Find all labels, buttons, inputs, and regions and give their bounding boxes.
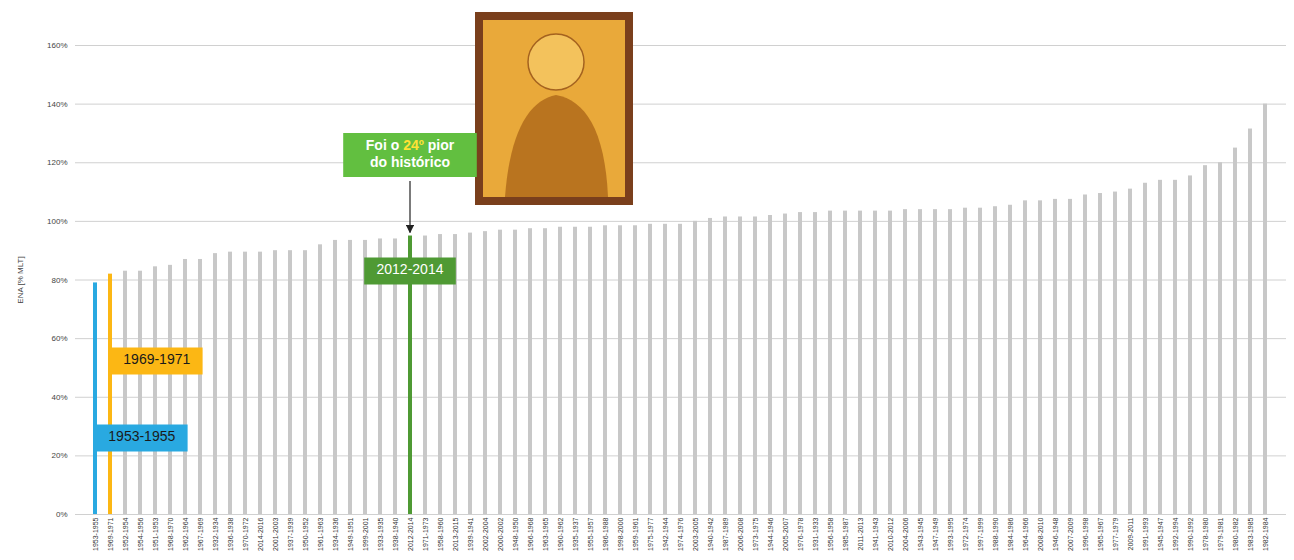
svg-text:1971-1973: 1971-1973 [422, 517, 429, 551]
svg-text:1940-1942: 1940-1942 [707, 517, 714, 551]
svg-text:1933-1935: 1933-1935 [377, 517, 384, 551]
svg-text:1963-1965: 1963-1965 [542, 517, 549, 551]
svg-text:2005-2007: 2005-2007 [782, 517, 789, 551]
svg-text:1943-1945: 1943-1945 [917, 517, 924, 551]
svg-text:1970-1972: 1970-1972 [242, 517, 249, 551]
svg-text:1958-1960: 1958-1960 [437, 517, 444, 551]
svg-text:1986-1988: 1986-1988 [602, 517, 609, 551]
svg-text:1956-1958: 1956-1958 [827, 517, 834, 551]
svg-text:20%: 20% [51, 451, 67, 460]
svg-text:1936-1938: 1936-1938 [227, 517, 234, 551]
svg-text:2009-2011: 2009-2011 [1127, 517, 1134, 550]
svg-text:1990-1992: 1990-1992 [1187, 517, 1194, 551]
svg-text:1984-1986: 1984-1986 [1007, 517, 1014, 551]
svg-text:1968-1970: 1968-1970 [167, 517, 174, 551]
svg-text:1947-1949: 1947-1949 [932, 517, 939, 551]
svg-text:2001-2003: 2001-2003 [272, 517, 279, 551]
svg-text:1955-1957: 1955-1957 [587, 517, 594, 551]
svg-text:1937-1939: 1937-1939 [287, 517, 294, 551]
svg-text:80%: 80% [51, 276, 67, 285]
svg-text:1974-1976: 1974-1976 [677, 517, 684, 551]
svg-text:140%: 140% [47, 100, 67, 109]
svg-text:1992-1994: 1992-1994 [1172, 517, 1179, 551]
svg-text:2012-2014: 2012-2014 [377, 261, 444, 277]
svg-text:0%: 0% [56, 510, 68, 519]
svg-text:1980-1982: 1980-1982 [1232, 517, 1239, 551]
svg-text:1987-1989: 1987-1989 [722, 517, 729, 551]
svg-text:2003-2005: 2003-2005 [692, 517, 699, 551]
svg-text:ENA [% MLT]: ENA [% MLT] [16, 256, 25, 303]
svg-text:1931-1933: 1931-1933 [812, 517, 819, 551]
svg-text:60%: 60% [51, 334, 67, 343]
svg-text:1932-1934: 1932-1934 [212, 517, 219, 551]
svg-text:1964-1966: 1964-1966 [1022, 517, 1029, 551]
svg-text:1944-1946: 1944-1946 [767, 517, 774, 551]
svg-text:1991-1993: 1991-1993 [1142, 517, 1149, 551]
svg-text:40%: 40% [51, 393, 67, 402]
svg-text:2013-2015: 2013-2015 [452, 517, 459, 551]
svg-text:2000-2002: 2000-2002 [497, 517, 504, 551]
svg-text:1949-1951: 1949-1951 [347, 517, 354, 551]
svg-text:1993-1995: 1993-1995 [947, 517, 954, 551]
svg-text:1976-1978: 1976-1978 [797, 517, 804, 551]
svg-text:2002-2004: 2002-2004 [482, 517, 489, 551]
svg-text:1951-1953: 1951-1953 [152, 517, 159, 551]
svg-text:2008-2010: 2008-2010 [1037, 517, 1044, 551]
svg-text:1962-1964: 1962-1964 [182, 517, 189, 551]
svg-text:2006-2008: 2006-2008 [737, 517, 744, 551]
svg-text:1945-1947: 1945-1947 [1157, 517, 1164, 551]
svg-text:1966-1968: 1966-1968 [527, 517, 534, 551]
svg-text:1953-1955: 1953-1955 [92, 517, 99, 551]
svg-text:1972-1974: 1972-1974 [962, 517, 969, 551]
svg-text:1954-1956: 1954-1956 [137, 517, 144, 551]
svg-text:1979-1981: 1979-1981 [1217, 517, 1224, 551]
svg-text:1934-1936: 1934-1936 [332, 517, 339, 551]
svg-text:1938-1940: 1938-1940 [392, 517, 399, 551]
svg-text:1997-1999: 1997-1999 [977, 517, 984, 551]
svg-text:120%: 120% [47, 158, 67, 167]
svg-text:1977-1979: 1977-1979 [1112, 517, 1119, 551]
svg-text:1942-1944: 1942-1944 [662, 517, 669, 551]
svg-text:2012-2014: 2012-2014 [407, 517, 414, 551]
svg-text:1998-2000: 1998-2000 [617, 517, 624, 551]
svg-text:2014-2016: 2014-2016 [257, 517, 264, 551]
svg-text:1996-1998: 1996-1998 [1082, 517, 1089, 551]
svg-text:1985-1987: 1985-1987 [842, 517, 849, 551]
svg-text:1983-1985: 1983-1985 [1247, 517, 1254, 551]
svg-text:1948-1950: 1948-1950 [512, 517, 519, 551]
svg-text:1939-1941: 1939-1941 [467, 517, 474, 551]
svg-text:1961-1963: 1961-1963 [317, 517, 324, 551]
svg-text:2011-2013: 2011-2013 [857, 517, 864, 550]
svg-text:160%: 160% [47, 41, 67, 50]
svg-text:2004-2006: 2004-2006 [902, 517, 909, 551]
svg-text:1950-1952: 1950-1952 [302, 517, 309, 551]
svg-text:100%: 100% [47, 217, 67, 226]
svg-text:1960-1962: 1960-1962 [557, 517, 564, 551]
svg-text:1959-1961: 1959-1961 [632, 517, 639, 551]
svg-text:1946-1948: 1946-1948 [1052, 517, 1059, 551]
svg-text:1982-1984: 1982-1984 [1262, 517, 1269, 551]
svg-text:Foi o 24º piordo histórico: Foi o 24º piordo histórico [366, 137, 455, 170]
svg-text:1975-1977: 1975-1977 [647, 517, 654, 551]
svg-text:1953-1955: 1953-1955 [108, 428, 175, 444]
svg-text:1967-1969: 1967-1969 [197, 517, 204, 551]
svg-text:1978-1980: 1978-1980 [1202, 517, 1209, 551]
svg-text:1952-1954: 1952-1954 [122, 517, 129, 551]
svg-text:1969-1971: 1969-1971 [123, 351, 190, 367]
svg-text:1973-1975: 1973-1975 [752, 517, 759, 551]
svg-text:1941-1943: 1941-1943 [872, 517, 879, 551]
svg-text:1965-1967: 1965-1967 [1097, 517, 1104, 551]
svg-text:1999-2001: 1999-2001 [362, 517, 369, 551]
svg-text:1969-1971: 1969-1971 [107, 517, 114, 551]
svg-text:2010-2012: 2010-2012 [887, 517, 894, 551]
svg-text:1988-1990: 1988-1990 [992, 517, 999, 551]
svg-text:1935-1937: 1935-1937 [572, 517, 579, 551]
svg-text:2007-2009: 2007-2009 [1067, 517, 1074, 551]
